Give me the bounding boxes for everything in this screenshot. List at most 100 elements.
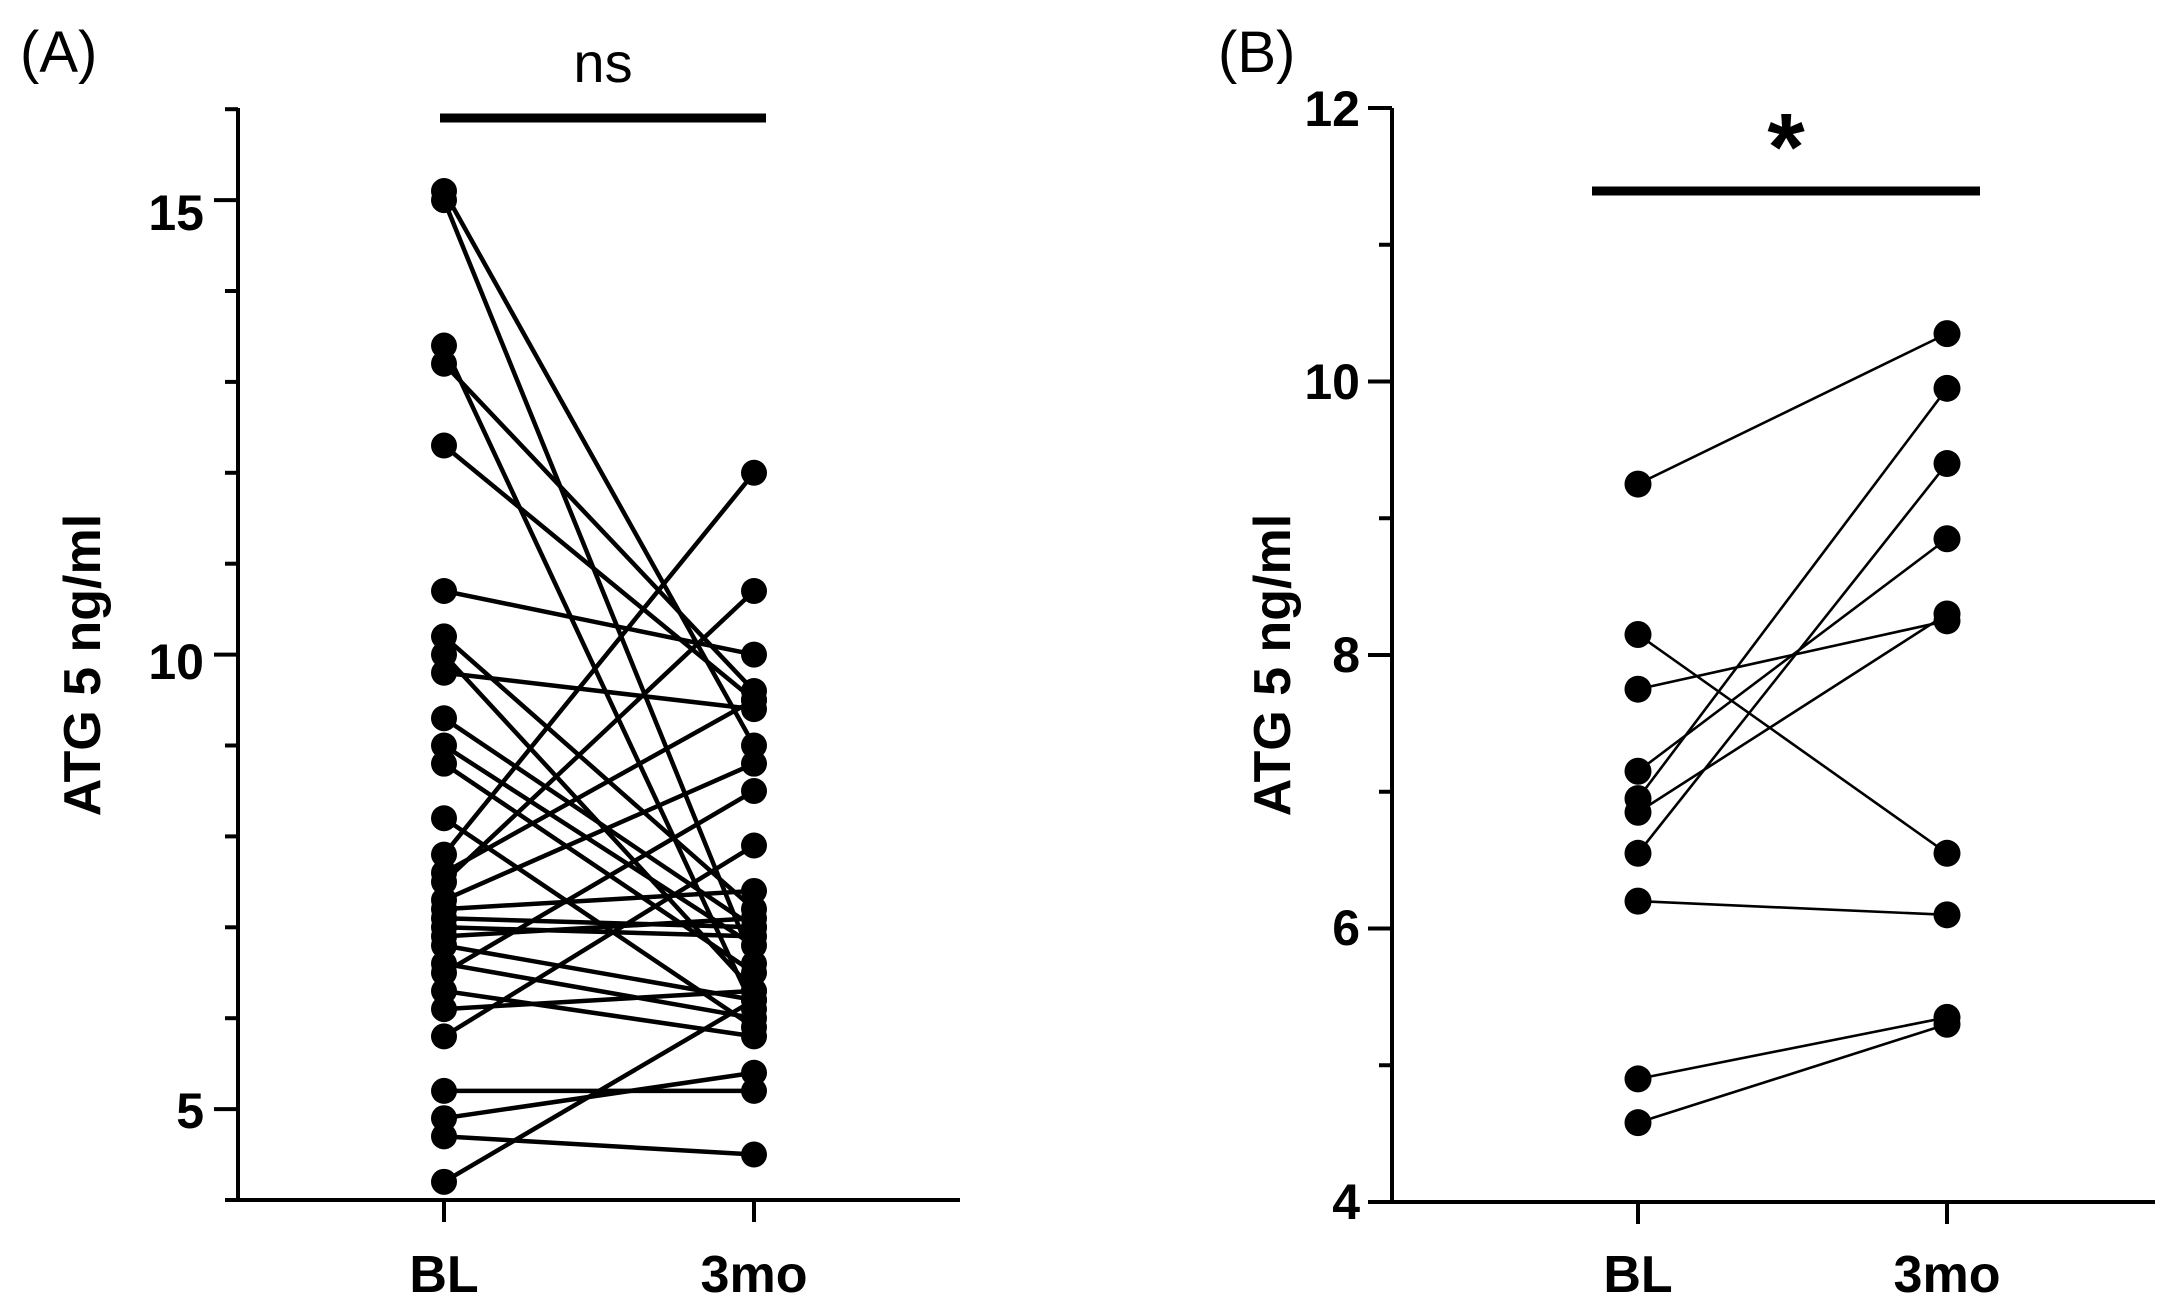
pair-line (442, 716, 756, 930)
point-3mo (741, 750, 767, 777)
panel-b-y-tick-label: 10 (1304, 354, 1360, 410)
point-3mo (741, 923, 767, 950)
pair-line (443, 943, 755, 1003)
point-bl (431, 1168, 457, 1195)
pair-line (443, 1134, 755, 1157)
panel-a-tick-labels: 5 10 15 (148, 185, 204, 1139)
panel-a-y-tick-label: 5 (176, 1083, 204, 1139)
panel-b-y-tick-label: 6 (1332, 900, 1360, 956)
point-3mo (741, 1077, 767, 1104)
point-bl (431, 1023, 457, 1050)
pair-line (443, 915, 755, 930)
pair-line (442, 443, 756, 702)
point-bl (1624, 757, 1652, 785)
panel-a-x-tick-label-bl: BL (409, 1246, 478, 1304)
point-3mo (741, 1023, 767, 1050)
point-bl (1624, 798, 1652, 826)
pair-line (1637, 633, 1948, 855)
panel-b-x-tick-label-3mo: 3mo (1894, 1246, 2001, 1304)
point-bl (1624, 675, 1652, 703)
pair-line (443, 915, 755, 939)
point-bl (431, 805, 457, 832)
panel-a: (A) ATG 5 ng/ml 5 10 15 BL 3mo ns (20, 20, 960, 1304)
point-bl (431, 350, 457, 377)
point-3mo (741, 905, 767, 932)
panel-a-significance-label: ns (573, 31, 632, 94)
pair-line (442, 743, 756, 948)
pair-line (1637, 899, 1948, 917)
point-bl (431, 577, 457, 604)
pair-line (442, 843, 756, 1039)
point-3mo (741, 577, 767, 604)
panel-b-ticks (1368, 106, 1949, 1224)
panel-a-label: (A) (20, 20, 97, 85)
point-3mo (741, 877, 767, 904)
point-bl (1624, 1065, 1652, 1093)
point-bl (431, 641, 457, 668)
point-3mo (741, 832, 767, 859)
pair-line (441, 199, 757, 965)
point-bl (1624, 620, 1652, 648)
point-bl (1624, 470, 1652, 498)
pair-line (1636, 462, 1949, 855)
panel-b-y-tick-label: 12 (1304, 81, 1360, 137)
point-3mo (1933, 839, 1961, 867)
pair-line (442, 189, 756, 747)
point-3mo (1933, 600, 1961, 628)
panel-b-y-tick-label: 4 (1332, 1174, 1360, 1230)
pair-line (443, 925, 755, 939)
point-bl (431, 432, 457, 459)
point-3mo (741, 732, 767, 759)
panel-a-x-tick-label-3mo: 3mo (701, 1246, 808, 1304)
point-3mo (1933, 1010, 1961, 1038)
point-bl (1624, 1109, 1652, 1137)
pair-line (442, 789, 756, 975)
point-3mo (741, 687, 767, 714)
point-3mo (741, 1005, 767, 1032)
point-bl (431, 623, 457, 650)
pair-line (1637, 1022, 1948, 1124)
pair-line (442, 634, 756, 911)
pair-line (442, 589, 756, 884)
point-bl (431, 932, 457, 959)
pair-line (1637, 332, 1948, 486)
pair-line (443, 670, 755, 712)
panel-b-label: (B) (1218, 20, 1295, 85)
point-bl (1624, 839, 1652, 867)
point-3mo (741, 959, 767, 986)
point-3mo (741, 1059, 767, 1086)
point-3mo (741, 777, 767, 804)
point-bl (1624, 887, 1652, 915)
pair-line (1636, 387, 1949, 800)
point-bl (431, 959, 457, 986)
panel-b-y-tick-label: 8 (1332, 627, 1360, 683)
pair-line (442, 998, 756, 1184)
pair-line (442, 698, 756, 875)
pair-line (442, 761, 756, 975)
point-bl (431, 977, 457, 1004)
panel-b-tick-labels: 4 6 8 10 12 (1304, 81, 1360, 1230)
panel-b: (B) ATG 5 ng/ml 4 6 8 10 12 BL 3mo * (1218, 20, 2155, 1304)
pair-line (442, 471, 756, 856)
point-bl (431, 332, 457, 359)
point-bl (431, 659, 457, 686)
panel-a-ticks (214, 107, 756, 1222)
point-bl (431, 841, 457, 868)
point-bl (431, 705, 457, 732)
point-bl (431, 187, 457, 214)
panel-b-pair-lines (1636, 332, 1949, 1124)
pair-line (443, 888, 755, 912)
panel-b-points (1624, 320, 1961, 1137)
point-bl (431, 1105, 457, 1132)
point-3mo (741, 987, 767, 1014)
point-3mo (1933, 320, 1961, 348)
pair-line (443, 1070, 755, 1121)
pair-line (443, 961, 755, 1021)
panel-a-points (431, 178, 767, 1195)
pair-line (1637, 612, 1948, 814)
point-3mo (1933, 450, 1961, 478)
point-3mo (1933, 901, 1961, 929)
panel-a-pair-lines (441, 189, 757, 1184)
point-bl (431, 750, 457, 777)
